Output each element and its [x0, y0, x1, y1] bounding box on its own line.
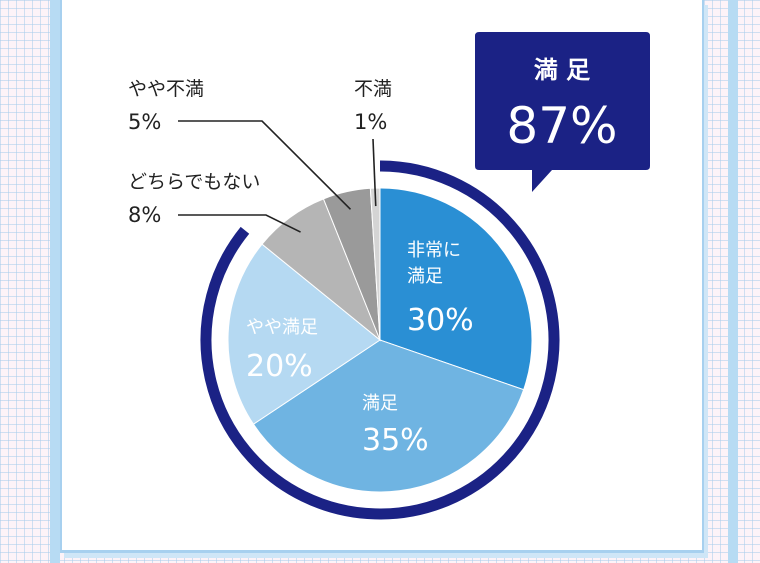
slice-value-label: 35%	[362, 423, 429, 458]
slice-name-label: 不満	[354, 78, 392, 100]
satisfied-outer-ring	[200, 160, 560, 520]
slice-value-label: 1%	[354, 110, 387, 134]
slice-value-label: 5%	[128, 110, 161, 134]
callout-box	[475, 32, 650, 192]
slice-name-label: やや満足	[246, 317, 318, 338]
leader-line	[178, 214, 301, 233]
left-edge-strip	[50, 0, 60, 563]
right-edge-strip	[728, 0, 738, 563]
slice-name-label: 非常に	[407, 240, 461, 261]
leader-lines-group	[178, 120, 377, 233]
outer-ring-group	[200, 160, 560, 520]
slice-name-label: 満足	[362, 393, 398, 414]
slice-value-label: 30%	[407, 303, 474, 338]
pie-slice	[379, 187, 533, 391]
pie-slices-group	[227, 187, 533, 493]
slice-name-label: やや不満	[128, 78, 204, 100]
callout-value: 87%	[506, 97, 617, 155]
slice-value-label: 20%	[246, 349, 313, 384]
pie-slice	[252, 339, 525, 493]
pie-slice	[227, 243, 381, 425]
leader-line	[178, 120, 352, 210]
callout-label: 満 足	[534, 56, 590, 84]
slice-value-label: 8%	[128, 203, 161, 227]
slice-name-label: どちらでもない	[128, 171, 260, 193]
satisfaction-callout: 満 足 87%	[475, 32, 650, 192]
leader-line	[372, 138, 377, 207]
slice-name-label: 満足	[407, 266, 443, 287]
